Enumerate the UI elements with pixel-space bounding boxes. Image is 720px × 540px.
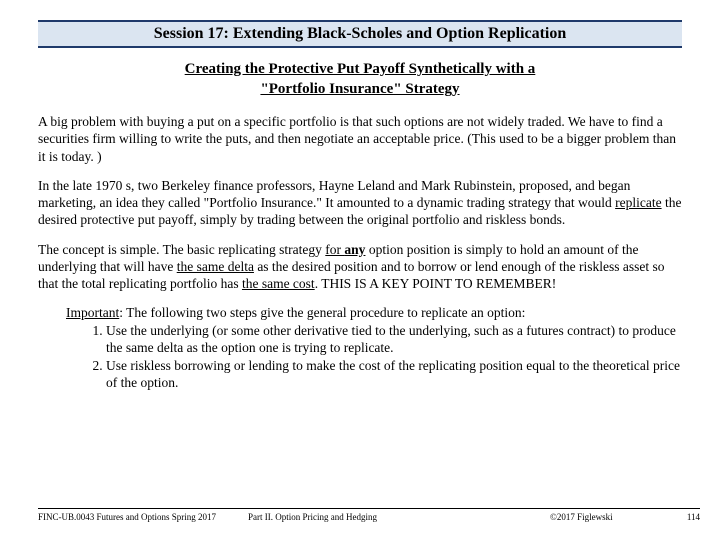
p3-same-cost: the same cost [242,276,315,291]
footer-page-number: 114 [670,512,700,522]
p2-text-a: In the late 1970 s, two Berkeley finance… [38,178,630,210]
session-title: Session 17: Extending Black-Scholes and … [38,25,682,43]
p3-for-any: for any [325,242,365,257]
p3-text-a: The concept is simple. The basic replica… [38,242,325,257]
important-step-1: Use the underlying (or some other deriva… [106,322,682,357]
p3-text-d: . THIS IS A KEY POINT TO REMEMBER! [315,276,557,291]
important-step-2: Use riskless borrowing or lending to mak… [106,357,682,392]
p3-same-delta: the same delta [177,259,254,274]
session-header-band: Session 17: Extending Black-Scholes and … [38,20,682,48]
footer-copyright: ©2017 Figlewski [550,512,670,522]
paragraph-3: The concept is simple. The basic replica… [38,241,682,293]
body-content: A big problem with buying a put on a spe… [38,113,682,392]
paragraph-1: A big problem with buying a put on a spe… [38,113,682,165]
important-block: Important: The following two steps give … [38,304,682,391]
important-intro: : The following two steps give the gener… [119,305,525,320]
paragraph-2: In the late 1970 s, two Berkeley finance… [38,177,682,229]
footer-part: Part II. Option Pricing and Hedging [248,512,550,522]
subtitle-line2: "Portfolio Insurance" Strategy [260,81,459,97]
footer-course: FINC-UB.0043 Futures and Options Spring … [38,512,248,522]
important-label: Important [66,305,119,320]
page-footer: FINC-UB.0043 Futures and Options Spring … [38,508,700,522]
page-subtitle: Creating the Protective Put Payoff Synth… [38,60,682,99]
p2-replicate: replicate [615,195,661,210]
subtitle-line1: Creating the Protective Put Payoff Synth… [185,61,536,77]
